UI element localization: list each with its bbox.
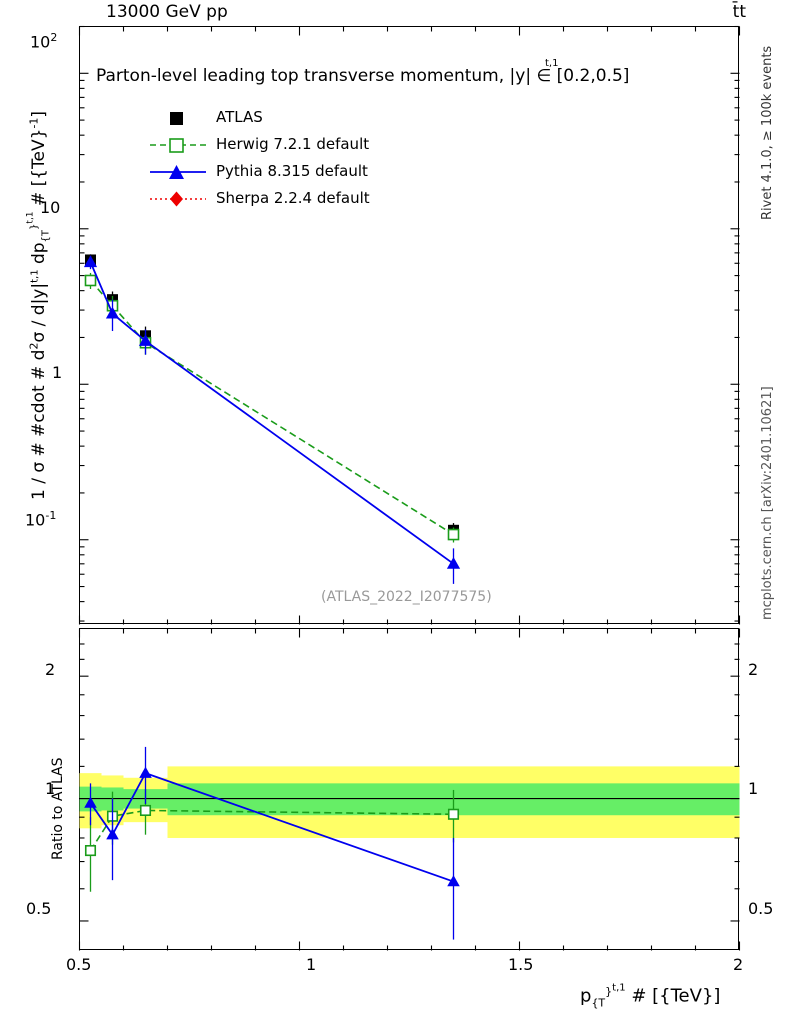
marker-triangle (447, 875, 460, 887)
main-line-herwig (89, 279, 454, 536)
legend-label-pythia: Pythia 8.315 default (216, 162, 368, 180)
marker-triangle (138, 334, 153, 346)
ytick-label-ratio-left-1: 1 (45, 779, 56, 798)
marker-square-open (84, 845, 97, 857)
process-label: t̄t (732, 2, 746, 22)
xtick-label-1: 1 (306, 955, 317, 974)
legend-marker-atlas (170, 112, 183, 125)
beam-label: 13000 GeV pp (106, 2, 228, 22)
ytick-label-ratio-left-0.5: 0.5 (26, 899, 52, 918)
ratio-line-pythia (89, 772, 454, 883)
legend-label-herwig: Herwig 7.2.1 default (216, 135, 370, 153)
marker-square-open (447, 808, 460, 820)
xtick-label-0: 0.5 (66, 955, 92, 974)
main-line-pythia (89, 261, 455, 565)
marker-triangle (84, 796, 97, 808)
legend-marker-pythia (150, 165, 206, 179)
marker-square-open (84, 274, 97, 287)
ytick-label-main-0: 102 (30, 31, 58, 52)
ytick-label-ratio-right-2: 2 (748, 660, 759, 679)
ytick-label-main-3: 10-1 (25, 509, 57, 530)
dataset-watermark: (ATLAS_2022_I2077575) (321, 589, 492, 605)
ytick-label-ratio-left-2: 2 (45, 660, 56, 679)
marker-square-open (139, 804, 152, 816)
plot-title-superscript: t,1 (545, 58, 559, 69)
ytick-label-main-1: 10 (40, 198, 61, 217)
marker-triangle (105, 306, 120, 319)
ratio-line-herwig (89, 809, 454, 851)
marker-triangle (446, 557, 461, 569)
plot-header: 13000 GeV pp t̄t (0, 0, 786, 26)
marker-square-open (447, 528, 460, 541)
plot-title: Parton-level leading top transverse mome… (96, 66, 630, 86)
marker-triangle (139, 766, 152, 778)
legend-label-sherpa: Sherpa 2.2.4 default (216, 189, 370, 207)
ytick-label-main-2: 1 (52, 363, 63, 382)
main-plot-frame (79, 26, 739, 624)
ytick-label-ratio-right-1: 1 (748, 779, 759, 798)
xtick-label-3: 2 (733, 955, 744, 974)
xtick-label-2: 1.5 (508, 955, 534, 974)
ytick-label-ratio-right-0.5: 0.5 (748, 899, 774, 918)
legend-marker-herwig (150, 138, 206, 153)
legend-marker-sherpa (150, 191, 206, 207)
marker-triangle (83, 255, 98, 268)
marker-triangle (106, 828, 119, 840)
x-axis-title: p{T}t,1 # [{TeV}] (580, 982, 721, 1010)
legend-label-atlas: ATLAS (216, 108, 263, 126)
